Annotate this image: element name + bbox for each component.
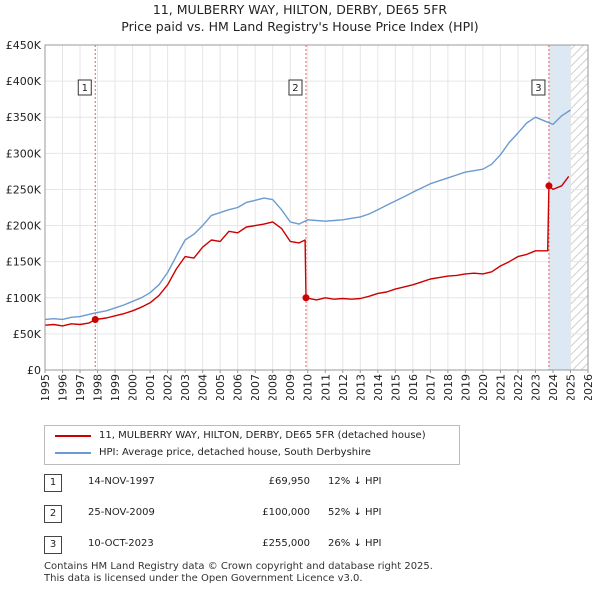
sale-point <box>91 315 99 323</box>
x-tick-label: 2006 <box>232 374 245 400</box>
transaction-hpi: 12% ↓ HPI <box>328 476 382 487</box>
y-tick-label: £350K <box>6 111 42 124</box>
sale-label: 1 <box>82 83 88 94</box>
x-tick-label: 2020 <box>477 374 490 400</box>
x-tick-label: 1999 <box>109 374 122 400</box>
sale-label-box <box>531 79 546 96</box>
sale-label: 2 <box>292 83 298 94</box>
legend: 11, MULBERRY WAY, HILTON, DERBY, DE65 5F… <box>44 425 460 465</box>
transaction-hpi: 26% ↓ HPI <box>328 538 382 549</box>
x-tick-label: 2019 <box>459 374 472 400</box>
plot-area <box>45 45 588 370</box>
chart-title: 11, MULBERRY WAY, HILTON, DERBY, DE65 5F… <box>152 2 448 17</box>
footer-license: This data is licensed under the Open Gov… <box>44 573 363 584</box>
transaction-number: 1 <box>44 474 62 492</box>
x-tick-label: 2000 <box>127 374 140 400</box>
sale-point <box>545 182 553 190</box>
x-tick-label: 2022 <box>512 374 525 400</box>
x-tick-label: 2018 <box>442 374 455 400</box>
legend-label-hpi: HPI: Average price, detached house, Sout… <box>99 447 371 458</box>
sale-label: 3 <box>535 83 541 94</box>
y-tick-label: £0 <box>27 364 41 377</box>
x-tick-label: 2026 <box>582 374 595 400</box>
transaction-row: 3 10-OCT-2023 £255,000 26% ↓ HPI <box>44 534 424 554</box>
x-tick-label: 2003 <box>179 374 192 400</box>
x-tick-label: 2012 <box>337 374 350 400</box>
x-tick-label: 2025 <box>564 374 577 400</box>
x-tick-label: 2016 <box>407 374 420 400</box>
y-tick-label: £50K <box>13 328 42 341</box>
y-tick-label: £200K <box>6 220 42 233</box>
y-tick-label: £250K <box>6 183 42 196</box>
x-tick-label: 2007 <box>249 374 262 400</box>
sale-point <box>302 294 310 302</box>
x-tick-label: 2004 <box>197 374 210 400</box>
x-tick-label: 2013 <box>354 374 367 400</box>
transaction-number: 3 <box>44 536 62 554</box>
future-region <box>570 45 588 370</box>
transaction-date: 10-OCT-2023 <box>88 538 154 549</box>
x-tick-label: 1996 <box>57 374 70 400</box>
legend-label-property: 11, MULBERRY WAY, HILTON, DERBY, DE65 5F… <box>99 430 426 441</box>
plot-frame <box>44 44 589 371</box>
transaction-hpi: 52% ↓ HPI <box>328 507 382 518</box>
transaction-price: £69,950 <box>268 476 310 487</box>
x-tick-label: 2014 <box>372 374 385 400</box>
x-tick-label: 2008 <box>267 374 280 400</box>
transaction-price: £100,000 <box>262 507 310 518</box>
x-tick-label: 1998 <box>92 374 105 400</box>
x-tick-label: 2002 <box>162 374 175 400</box>
legend-swatch-property <box>55 435 91 437</box>
legend-swatch-hpi <box>55 452 91 454</box>
transaction-date: 25-NOV-2009 <box>88 507 155 518</box>
chart-subtitle: Price paid vs. HM Land Registry's House … <box>121 19 479 34</box>
y-tick-label: £150K <box>6 256 42 269</box>
x-tick-label: 2001 <box>144 374 157 400</box>
x-tick-label: 1997 <box>74 374 87 400</box>
x-tick-label: 1995 <box>39 374 52 400</box>
y-tick-label: £450K <box>6 39 42 52</box>
transaction-row: 1 14-NOV-1997 £69,950 12% ↓ HPI <box>44 472 424 492</box>
x-tick-label: 2017 <box>424 374 437 400</box>
transaction-row: 2 25-NOV-2009 £100,000 52% ↓ HPI <box>44 503 424 523</box>
transaction-date: 14-NOV-1997 <box>88 476 155 487</box>
x-tick-label: 2005 <box>214 374 227 400</box>
sale-label-box <box>77 79 92 96</box>
x-tick-label: 2015 <box>389 374 402 400</box>
x-tick-label: 2024 <box>547 374 560 400</box>
transaction-number: 2 <box>44 505 62 523</box>
price-chart: 1 2 3 £0 £50K £100K £150K £200K £250K £300K £350K £… <box>6 39 595 400</box>
footer-copyright: Contains HM Land Registry data © Crown c… <box>44 561 433 572</box>
y-tick-label: £400K <box>6 75 42 88</box>
x-tick-label: 2021 <box>494 374 507 400</box>
y-tick-label: £100K <box>6 292 42 305</box>
shaded-period <box>549 45 571 370</box>
transaction-price: £255,000 <box>262 538 310 549</box>
y-tick-label: £300K <box>6 147 42 160</box>
x-tick-label: 2009 <box>284 374 297 400</box>
sale-label-box <box>288 79 303 96</box>
x-tick-label: 2010 <box>302 374 315 400</box>
hpi-series-line <box>44 109 571 321</box>
x-tick-label: 2023 <box>529 374 542 400</box>
x-tick-label: 2011 <box>319 374 332 400</box>
